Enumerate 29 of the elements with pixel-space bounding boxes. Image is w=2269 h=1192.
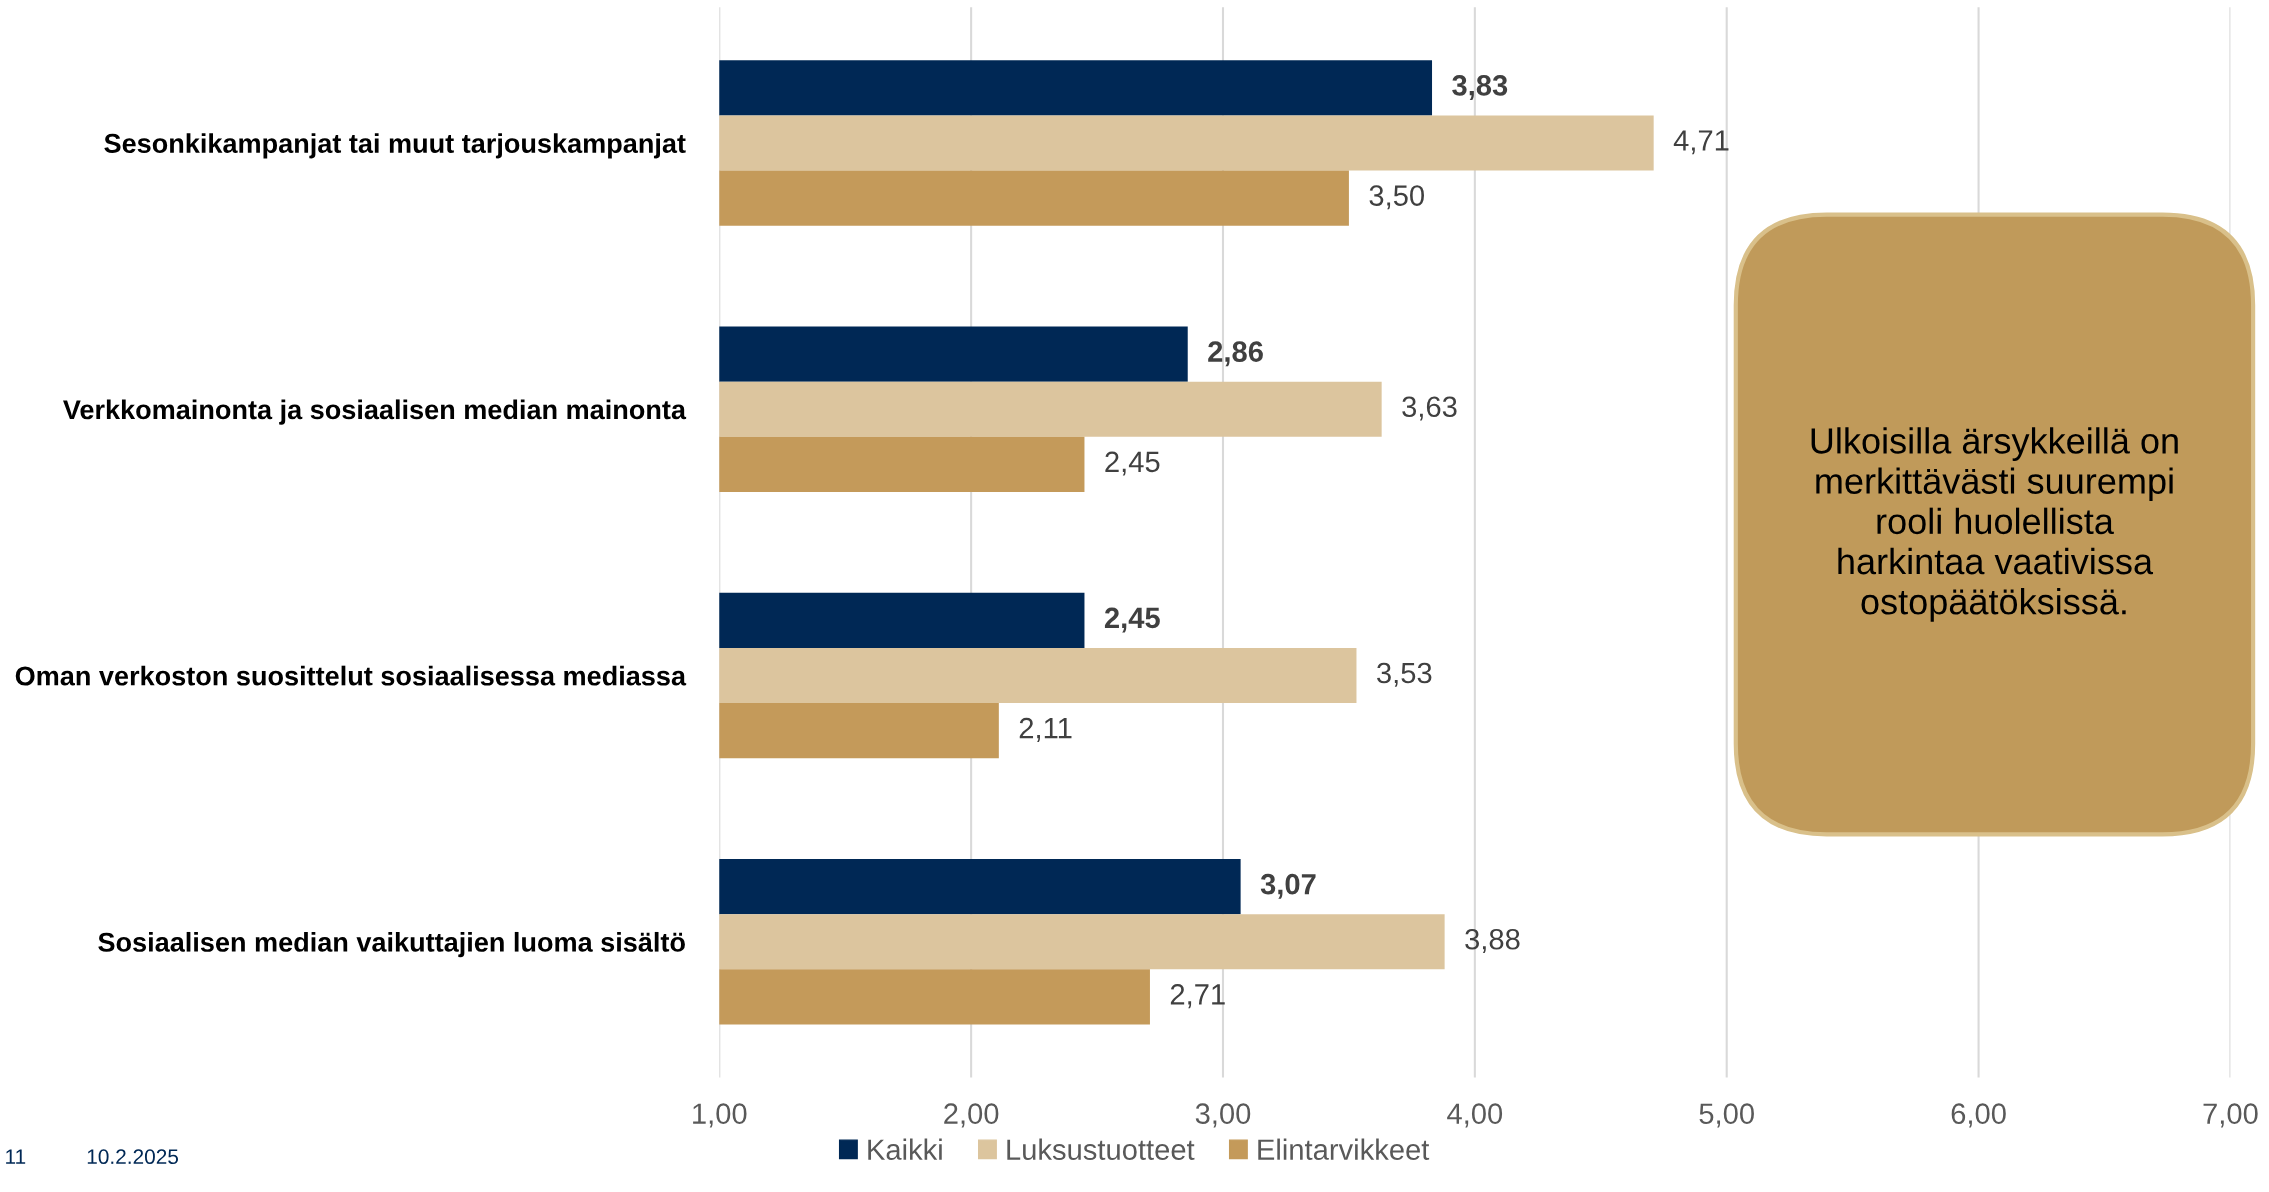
x-tick-label: 3,00 [1195, 1103, 1251, 1128]
x-tick-label: 1,00 [693, 1103, 747, 1128]
text: 10.2.2025 [87, 1149, 179, 1165]
y-tick-label: Sesonkikampanjat tai muut tarjouskampanjat [104, 133, 686, 159]
data-label: 2,45 [1104, 607, 1160, 633]
data-label: 3,63 [1402, 396, 1457, 421]
x-tick-label: 5,00 [1699, 1103, 1754, 1128]
y-tick-label: Verkkomainonta ja sosiaalisen median mainonta [63, 399, 687, 425]
y-tick-label: Sosiaalisen median vaikuttajien luoma sisältö [98, 931, 685, 958]
data-label: 2,71 [1170, 984, 1225, 1009]
legend-label: Kaikki [868, 1138, 942, 1160]
data-label: 3,88 [1465, 928, 1520, 954]
x-tick-label: 2,00 [944, 1103, 999, 1128]
data-label: 2,86 [1208, 341, 1263, 367]
data-label: 3,50 [1369, 185, 1424, 210]
data-label: 2,11 [1019, 717, 1072, 742]
x-tick-label: 6,00 [1951, 1103, 2006, 1128]
legend-label: Luksustuotteet [1007, 1138, 1195, 1160]
data-label: 3,53 [1377, 662, 1432, 687]
legend-label: Elintarvikkeet [1258, 1138, 1430, 1160]
data-label: 2,45 [1105, 451, 1160, 476]
data-label: 3,07 [1260, 873, 1316, 899]
data-label: 3,83 [1452, 75, 1508, 100]
x-tick-label: 4,00 [1447, 1103, 1503, 1128]
x-tick-label: 7,00 [2203, 1103, 2258, 1128]
y-tick-label: Oman verkoston suosittelut sosiaalisessa mediassa [15, 665, 687, 686]
annotation: Ulkoisilla ärsykkeillä on merkittävästi suurempi rooli huolellista harkintaa vaativissa ostopäätöksissä. [1811, 427, 2178, 622]
text: 11 [6, 1149, 26, 1164]
data-label: 4,71 [1673, 130, 1729, 155]
